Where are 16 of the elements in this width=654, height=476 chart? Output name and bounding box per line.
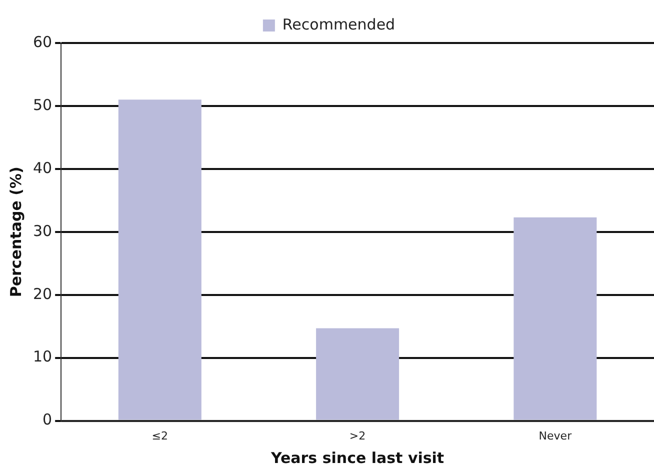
y-axis-title: Percentage (%) bbox=[6, 166, 25, 298]
y-tick-label: 60 bbox=[32, 32, 52, 51]
x-axis-title: Years since last visit bbox=[270, 448, 444, 467]
x-tick-label: Never bbox=[538, 429, 572, 442]
y-tick-label: 30 bbox=[32, 222, 52, 240]
x-tick-label: >2 bbox=[349, 429, 366, 442]
y-tick-label: 20 bbox=[32, 284, 52, 303]
bar bbox=[316, 328, 400, 420]
y-tick-label: 0 bbox=[42, 410, 52, 429]
y-tick-label: 40 bbox=[32, 158, 52, 177]
legend-label: Recommended bbox=[282, 15, 396, 34]
bar bbox=[514, 217, 597, 420]
bar bbox=[118, 100, 202, 420]
y-tick-label: 50 bbox=[32, 96, 52, 114]
y-tick-label: 10 bbox=[32, 348, 52, 366]
x-tick-label: ≤2 bbox=[152, 429, 168, 442]
